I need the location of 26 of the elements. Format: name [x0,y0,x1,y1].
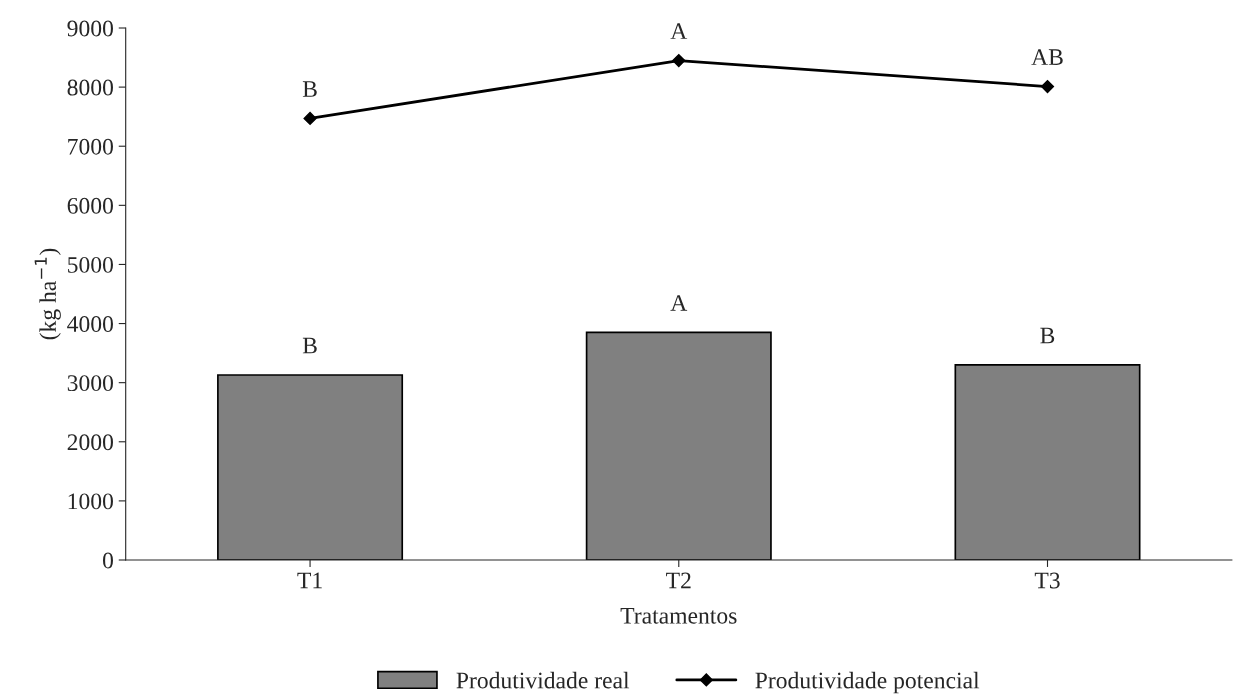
y-tick-label: 9000 [67,20,113,37]
legend-label: Produtividade real [456,671,630,689]
point [1040,79,1055,94]
point [303,111,317,126]
annotation: A [670,295,688,311]
annotation: B [302,81,317,97]
y-tick-label: 7000 [68,138,113,155]
y-tick-label: 4000 [67,316,113,332]
y-tick-label: 0 [102,552,113,569]
x-tick-label: T3 [1034,572,1060,589]
y-tick-label: 3000 [67,375,113,392]
annotation: AB [1031,49,1063,65]
annotation: B [302,337,317,354]
legend-label: Produtividade potencial [755,671,980,694]
x-axis-title: Tratamentos [620,608,737,624]
y-tick-label: 1000 [68,493,113,510]
annotation: B [1040,327,1055,344]
y-tick-label: 6000 [67,197,113,214]
point [672,53,686,68]
x-tick-label: T2 [666,572,691,589]
x-tick-label: T1 [297,572,322,589]
y-tick-label: 5000 [68,256,113,273]
annotation: A [670,23,688,39]
y-tick-label: 8000 [67,79,113,96]
y-tick-label: 2000 [67,434,113,451]
y-axis-title: (kg ha$^{−1}$) [34,248,61,340]
